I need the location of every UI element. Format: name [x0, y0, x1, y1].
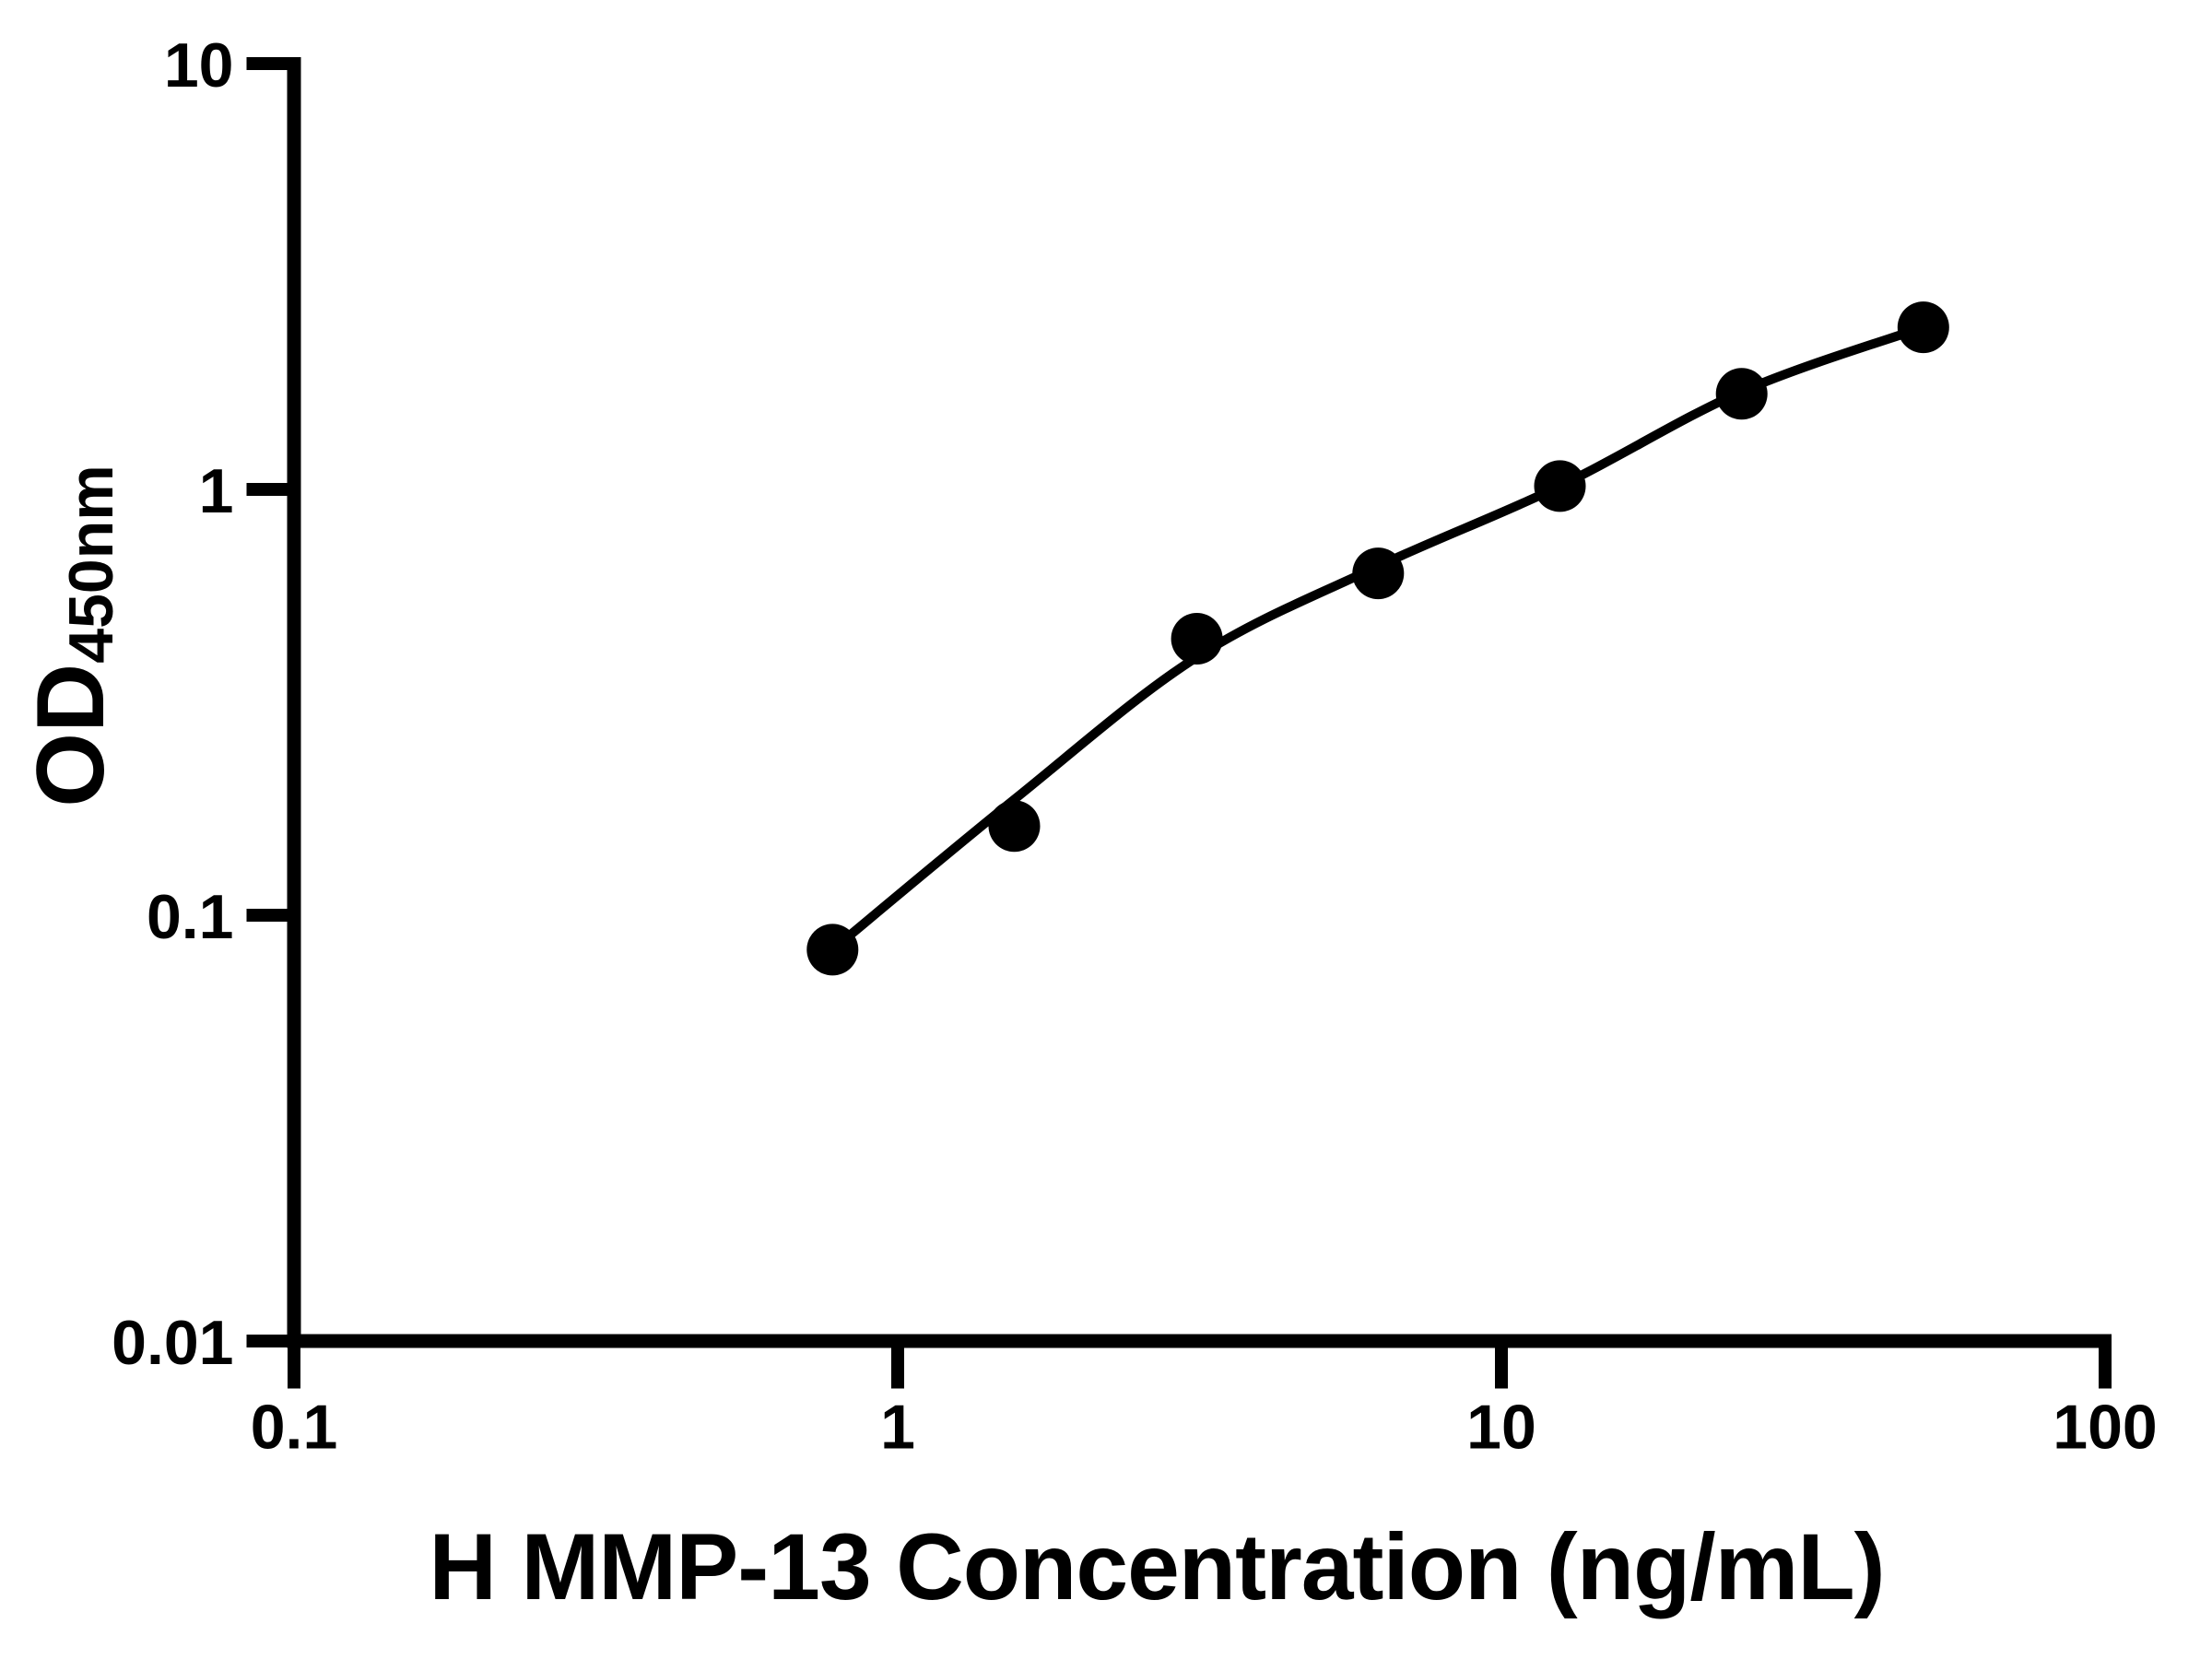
- data-point-layer: [806, 301, 1949, 976]
- y-axis-title-main: OD: [18, 664, 124, 807]
- data-point: [1715, 368, 1768, 420]
- data-point: [1534, 460, 1586, 512]
- x-axis-title: H MMP-13 Concentration (ng/mL): [429, 1514, 1884, 1619]
- y-tick-label: 10: [164, 30, 234, 100]
- x-tick-label: 0.1: [251, 1393, 338, 1463]
- x-tick-label: 1: [880, 1393, 915, 1463]
- tick-label-layer: 0.01 0.1 1 10 0.1 1 10 100: [112, 30, 2158, 1463]
- y-axis-title: OD450nm: [18, 465, 126, 806]
- x-tick-label: 100: [2053, 1393, 2157, 1463]
- data-point: [1352, 547, 1405, 600]
- x-tick-label: 10: [1466, 1393, 1536, 1463]
- axes-layer: [246, 57, 2112, 1389]
- data-point: [1171, 613, 1223, 665]
- data-point: [988, 800, 1041, 853]
- data-point: [806, 924, 859, 976]
- y-tick-label: 1: [199, 456, 234, 526]
- y-tick-label: 0.1: [147, 882, 234, 952]
- y-axis-title-subscript: 450nm: [56, 465, 126, 663]
- fitted-curve: [828, 323, 1928, 955]
- fitted-curve-layer: [828, 323, 1928, 955]
- data-point: [1897, 301, 1949, 354]
- y-tick-label: 0.01: [112, 1308, 233, 1378]
